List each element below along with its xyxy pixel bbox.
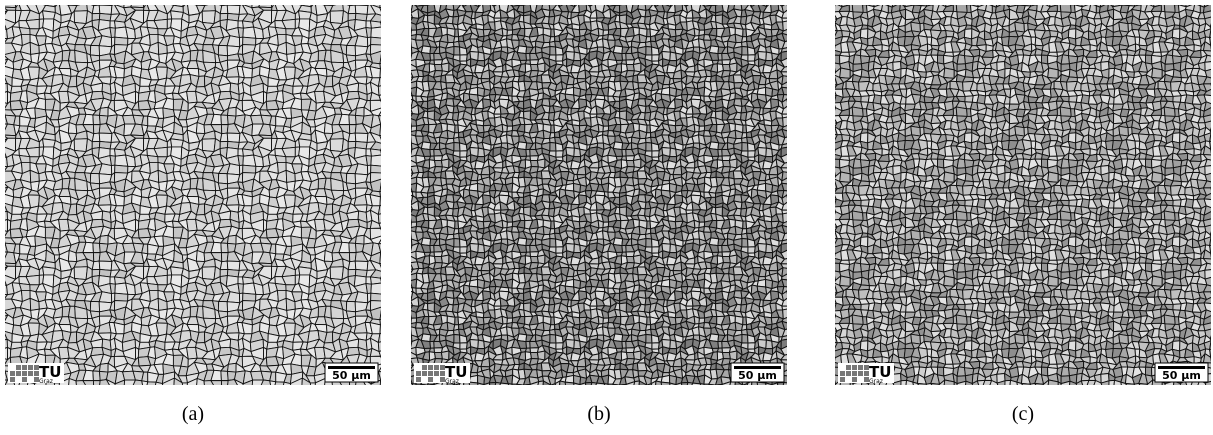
logo-text: TU [869, 363, 891, 381]
micrograph [835, 5, 1211, 385]
panel-caption: (c) [1012, 403, 1034, 425]
scale-bar [328, 366, 375, 369]
logo-block [416, 377, 421, 382]
scale-bar-label: 50 µm [1162, 369, 1201, 382]
logo-block [864, 365, 869, 370]
logo-block [416, 371, 421, 376]
logo-subtext: Graz [869, 378, 883, 385]
logo-block [16, 365, 21, 370]
logo-block [864, 371, 869, 376]
micrograph [411, 5, 787, 385]
logo-block [22, 377, 27, 382]
logo-block [840, 377, 845, 382]
logo-block [34, 377, 39, 382]
scale-bar-label: 50 µm [332, 369, 371, 382]
logo-block [434, 365, 439, 370]
logo-block [22, 371, 27, 376]
panel-caption: (a) [182, 403, 204, 425]
logo-block [428, 371, 433, 376]
panel-caption: (b) [587, 403, 610, 425]
logo-block [852, 371, 857, 376]
logo-subtext: Graz [445, 378, 459, 385]
logo-block [434, 371, 439, 376]
logo-text: TU [39, 363, 61, 381]
micrograph [5, 5, 381, 385]
logo-block [428, 377, 433, 382]
scale-bar [734, 366, 781, 369]
logo-block [846, 371, 851, 376]
scale-bar-label: 50 µm [738, 369, 777, 382]
logo-block [858, 371, 863, 376]
logo-block [10, 377, 15, 382]
logo-block [28, 365, 33, 370]
logo-block [858, 365, 863, 370]
logo-block [852, 365, 857, 370]
logo-block [864, 377, 869, 382]
logo-block [422, 371, 427, 376]
logo-block [440, 371, 445, 376]
logo-block [10, 371, 15, 376]
logo-block [852, 377, 857, 382]
logo-block [28, 371, 33, 376]
logo-block [840, 371, 845, 376]
logo-block [428, 365, 433, 370]
logo-block [16, 371, 21, 376]
logo-block [440, 365, 445, 370]
scale-bar [1158, 366, 1205, 369]
logo-block [22, 365, 27, 370]
logo-block [846, 365, 851, 370]
logo-block [422, 365, 427, 370]
logo-block [34, 365, 39, 370]
logo-block [34, 371, 39, 376]
logo-text: TU [445, 363, 467, 381]
logo-subtext: Graz [39, 378, 53, 385]
logo-block [440, 377, 445, 382]
